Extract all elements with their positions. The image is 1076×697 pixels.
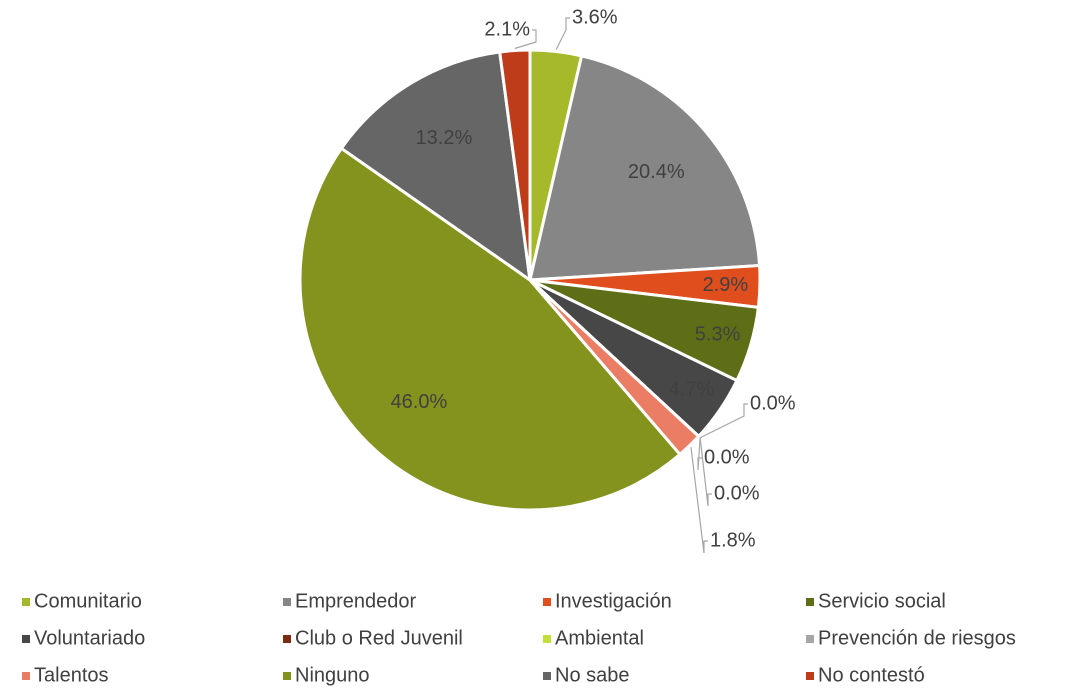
- legend-marker: [283, 598, 291, 606]
- legend-label: Ambiental: [555, 627, 644, 649]
- legend-label: Investigación: [555, 590, 672, 612]
- legend-marker: [543, 635, 551, 643]
- leader-line: [690, 447, 708, 554]
- legend-label: Talentos: [34, 664, 109, 686]
- legend-label: Club o Red Juvenil: [295, 627, 463, 649]
- legend-marker: [22, 672, 30, 680]
- data-label: 46.0%: [391, 391, 448, 413]
- legend-marker: [22, 635, 30, 643]
- legend-marker: [283, 672, 291, 680]
- legend-marker: [806, 635, 814, 643]
- legend-label: Comunitario: [34, 590, 142, 612]
- data-label: 3.6%: [572, 6, 618, 28]
- legend-label: Prevención de riesgos: [818, 627, 1016, 649]
- data-label: 20.4%: [628, 161, 685, 183]
- leader-line: [699, 403, 748, 439]
- legend-marker: [806, 672, 814, 680]
- data-label: 4.7%: [669, 379, 715, 401]
- legend-label: Servicio social: [818, 590, 946, 612]
- pie-slice: [339, 50, 532, 284]
- legend-marker: [22, 598, 30, 606]
- data-label: 0.0%: [714, 482, 760, 504]
- data-label: 2.1%: [484, 18, 530, 40]
- legend-label: Voluntariado: [34, 627, 145, 649]
- legend-marker: [543, 672, 551, 680]
- data-label: 5.3%: [695, 323, 741, 345]
- pie-slice: [528, 54, 762, 282]
- data-label: 0.0%: [704, 446, 750, 468]
- pie-slice: [498, 48, 532, 281]
- legend-marker: [283, 635, 291, 643]
- legend-marker: [543, 598, 551, 606]
- data-label: 2.9%: [703, 274, 749, 296]
- legend-label: No contestó: [818, 664, 925, 686]
- leader-line: [514, 29, 537, 50]
- legend-label: Emprendedor: [295, 590, 417, 612]
- legend-label: Ninguno: [295, 664, 370, 686]
- data-label: 13.2%: [416, 127, 473, 149]
- leader-line: [555, 17, 570, 50]
- pie-slice: [298, 146, 683, 512]
- legend-marker: [806, 598, 814, 606]
- data-label: 0.0%: [750, 392, 796, 414]
- leader-line: [699, 437, 712, 507]
- data-label: 1.8%: [710, 529, 756, 551]
- leader-line: [697, 437, 702, 471]
- legend-label: No sabe: [555, 664, 630, 686]
